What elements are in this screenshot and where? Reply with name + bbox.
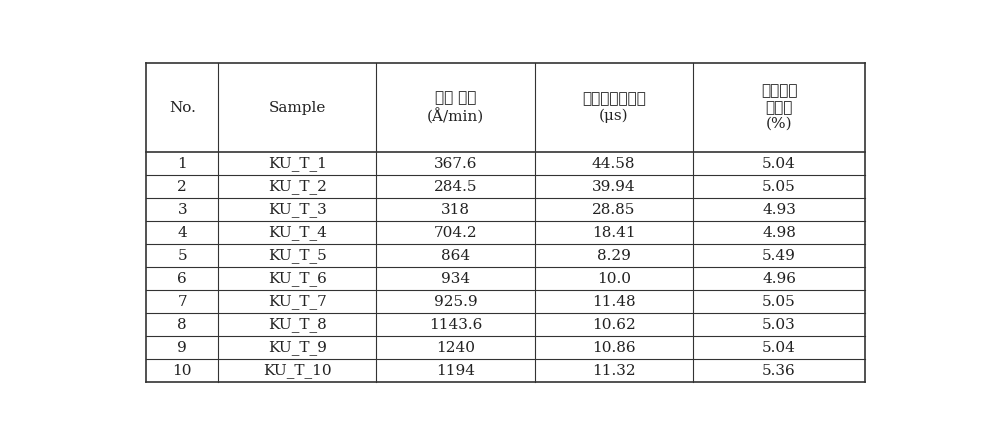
Text: 1143.6: 1143.6 [428, 318, 482, 332]
Text: 1194: 1194 [436, 364, 474, 378]
Text: KU_T_3: KU_T_3 [267, 202, 326, 217]
Text: KU_T_9: KU_T_9 [267, 340, 326, 355]
Text: 소수운송자수명
(μs): 소수운송자수명 (μs) [581, 93, 645, 123]
Text: 10.62: 10.62 [592, 318, 635, 332]
Text: 318: 318 [441, 203, 469, 217]
Text: 934: 934 [441, 272, 469, 286]
Text: 5.04: 5.04 [761, 157, 795, 171]
Text: Sample: Sample [268, 101, 325, 115]
Text: 8: 8 [177, 318, 187, 332]
Text: 44.58: 44.58 [592, 157, 635, 171]
Text: 9: 9 [177, 341, 187, 355]
Text: 7: 7 [177, 295, 187, 309]
Text: 5: 5 [177, 249, 187, 263]
Text: 10.0: 10.0 [597, 272, 630, 286]
Text: 식각 속도
(Å/min): 식각 속도 (Å/min) [427, 91, 484, 124]
Text: 704.2: 704.2 [433, 226, 477, 240]
Text: 18.41: 18.41 [592, 226, 635, 240]
Text: 4: 4 [177, 226, 187, 240]
Text: 39.94: 39.94 [592, 180, 635, 194]
Text: 4.98: 4.98 [761, 226, 795, 240]
Text: 1: 1 [177, 157, 187, 171]
Text: 11.48: 11.48 [592, 295, 635, 309]
Text: 10.86: 10.86 [592, 341, 635, 355]
Text: KU_T_10: KU_T_10 [262, 363, 331, 378]
Text: 8.29: 8.29 [597, 249, 630, 263]
Text: 3: 3 [177, 203, 187, 217]
Text: 2: 2 [177, 180, 187, 194]
Text: 6: 6 [177, 272, 187, 286]
Text: 4.96: 4.96 [761, 272, 796, 286]
Text: 864: 864 [441, 249, 469, 263]
Text: KU_T_4: KU_T_4 [267, 225, 326, 240]
Text: 5.05: 5.05 [761, 180, 795, 194]
Text: 925.9: 925.9 [433, 295, 477, 309]
Text: No.: No. [169, 101, 195, 115]
Text: 10: 10 [173, 364, 192, 378]
Text: KU_T_2: KU_T_2 [267, 179, 326, 194]
Text: 284.5: 284.5 [433, 180, 477, 194]
Text: 5.04: 5.04 [761, 341, 795, 355]
Text: KU_T_1: KU_T_1 [267, 157, 326, 172]
Text: 5.49: 5.49 [761, 249, 795, 263]
Text: 4.93: 4.93 [761, 203, 795, 217]
Text: 367.6: 367.6 [433, 157, 477, 171]
Text: 1240: 1240 [436, 341, 474, 355]
Text: KU_T_7: KU_T_7 [267, 295, 326, 309]
Text: 5.05: 5.05 [761, 295, 795, 309]
Text: KU_T_5: KU_T_5 [267, 248, 326, 263]
Text: 11.32: 11.32 [592, 364, 635, 378]
Text: KU_T_8: KU_T_8 [267, 318, 326, 332]
Text: KU_T_6: KU_T_6 [267, 272, 326, 286]
Text: 5.36: 5.36 [761, 364, 795, 378]
Text: 5.03: 5.03 [761, 318, 795, 332]
Text: 가중평균
반사도
(%): 가중평균 반사도 (%) [760, 85, 797, 131]
Text: 28.85: 28.85 [592, 203, 635, 217]
